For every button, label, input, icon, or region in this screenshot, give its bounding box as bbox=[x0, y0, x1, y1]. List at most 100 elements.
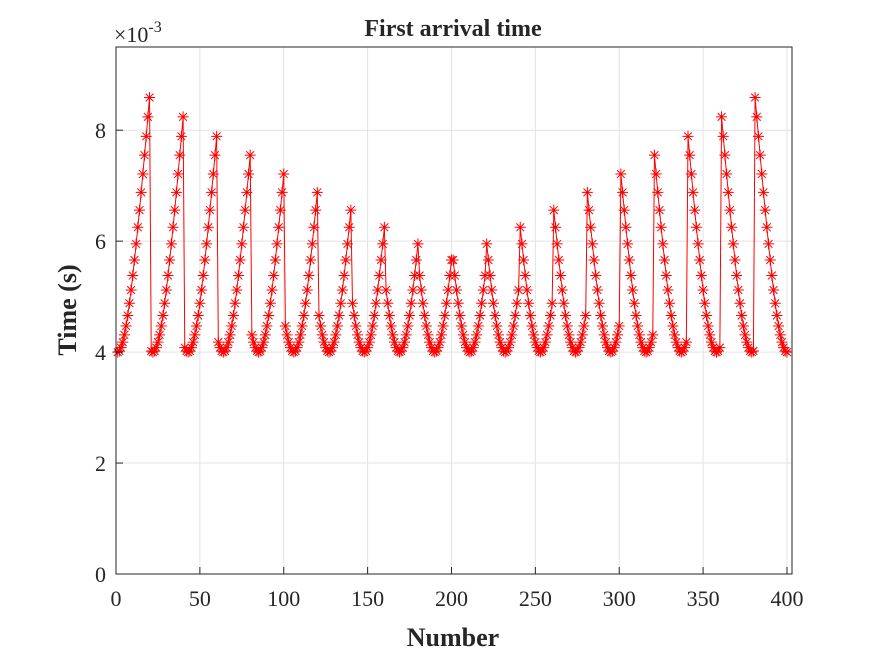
data-point bbox=[637, 342, 649, 354]
data-point bbox=[633, 329, 645, 341]
data-point bbox=[576, 329, 588, 341]
data-point bbox=[556, 284, 568, 296]
data-point bbox=[669, 329, 681, 341]
data-point bbox=[410, 254, 422, 266]
data-point bbox=[115, 342, 127, 354]
data-point bbox=[623, 254, 635, 266]
data-point bbox=[742, 342, 754, 354]
data-point bbox=[331, 320, 343, 332]
data-point bbox=[695, 270, 707, 282]
data-point bbox=[340, 254, 352, 266]
data-point bbox=[700, 309, 712, 321]
data-point bbox=[336, 284, 348, 296]
data-point bbox=[598, 329, 610, 341]
data-point bbox=[402, 320, 414, 332]
data-point bbox=[622, 238, 634, 250]
data-point bbox=[773, 320, 785, 332]
data-point bbox=[477, 284, 489, 296]
data-point bbox=[144, 91, 156, 103]
data-point bbox=[717, 130, 729, 142]
data-point bbox=[747, 345, 759, 357]
data-point bbox=[363, 336, 375, 348]
data-point bbox=[370, 297, 382, 309]
data-point bbox=[776, 336, 788, 348]
data-point bbox=[308, 221, 320, 233]
data-point bbox=[261, 320, 273, 332]
data-point bbox=[566, 342, 578, 354]
data-point bbox=[590, 270, 602, 282]
data-point bbox=[734, 297, 746, 309]
data-point bbox=[551, 238, 563, 250]
data-point bbox=[177, 111, 189, 123]
data-point bbox=[523, 297, 535, 309]
data-point bbox=[555, 270, 567, 282]
data-point bbox=[338, 270, 350, 282]
data-point bbox=[664, 297, 676, 309]
data-point bbox=[311, 186, 323, 198]
data-point bbox=[283, 336, 295, 348]
data-point bbox=[335, 297, 347, 309]
data-point bbox=[714, 342, 726, 354]
data-point bbox=[211, 130, 223, 142]
data-point bbox=[232, 270, 244, 282]
data-point bbox=[219, 345, 231, 357]
data-point bbox=[298, 309, 310, 321]
data-point bbox=[751, 111, 763, 123]
data-point bbox=[303, 270, 315, 282]
data-point bbox=[295, 329, 307, 341]
data-point bbox=[160, 284, 172, 296]
data-point bbox=[457, 329, 469, 341]
data-point bbox=[241, 186, 253, 198]
data-point bbox=[273, 221, 285, 233]
data-point bbox=[383, 309, 395, 321]
x-tick-label: 50 bbox=[189, 586, 211, 611]
data-point bbox=[196, 284, 208, 296]
data-point bbox=[224, 329, 236, 341]
data-point bbox=[159, 297, 171, 309]
data-point bbox=[749, 91, 761, 103]
data-point bbox=[778, 342, 790, 354]
data-point bbox=[608, 342, 620, 354]
data-point bbox=[496, 342, 508, 354]
data-point bbox=[201, 238, 213, 250]
data-point bbox=[271, 238, 283, 250]
data-point bbox=[482, 254, 494, 266]
data-point bbox=[135, 186, 147, 198]
data-point bbox=[362, 342, 374, 354]
data-point bbox=[741, 336, 753, 348]
data-point bbox=[291, 342, 303, 354]
data-point bbox=[347, 297, 359, 309]
data-point bbox=[300, 297, 312, 309]
data-point bbox=[164, 254, 176, 266]
data-point bbox=[662, 284, 674, 296]
x-axis-label: Number bbox=[407, 623, 499, 652]
data-point bbox=[377, 238, 389, 250]
data-point bbox=[670, 336, 682, 348]
x-tick-label: 200 bbox=[435, 586, 468, 611]
data-point bbox=[756, 168, 768, 180]
data-point bbox=[702, 320, 714, 332]
data-point bbox=[682, 130, 694, 142]
data-point bbox=[768, 284, 780, 296]
x-tick-label: 250 bbox=[519, 586, 552, 611]
data-point bbox=[684, 149, 696, 161]
data-point bbox=[466, 345, 478, 357]
data-point bbox=[588, 254, 600, 266]
data-point bbox=[127, 270, 139, 282]
data-point bbox=[469, 336, 481, 348]
data-point bbox=[617, 186, 629, 198]
data-point bbox=[601, 342, 613, 354]
data-point bbox=[118, 329, 130, 341]
data-point bbox=[487, 297, 499, 309]
data-point bbox=[214, 342, 226, 354]
data-point bbox=[380, 284, 392, 296]
data-point bbox=[578, 320, 590, 332]
data-point bbox=[385, 320, 397, 332]
data-point bbox=[694, 254, 706, 266]
data-point bbox=[474, 309, 486, 321]
data-point bbox=[481, 238, 493, 250]
data-point bbox=[761, 221, 773, 233]
data-point bbox=[704, 329, 716, 341]
data-point bbox=[719, 149, 731, 161]
data-point bbox=[237, 221, 249, 233]
